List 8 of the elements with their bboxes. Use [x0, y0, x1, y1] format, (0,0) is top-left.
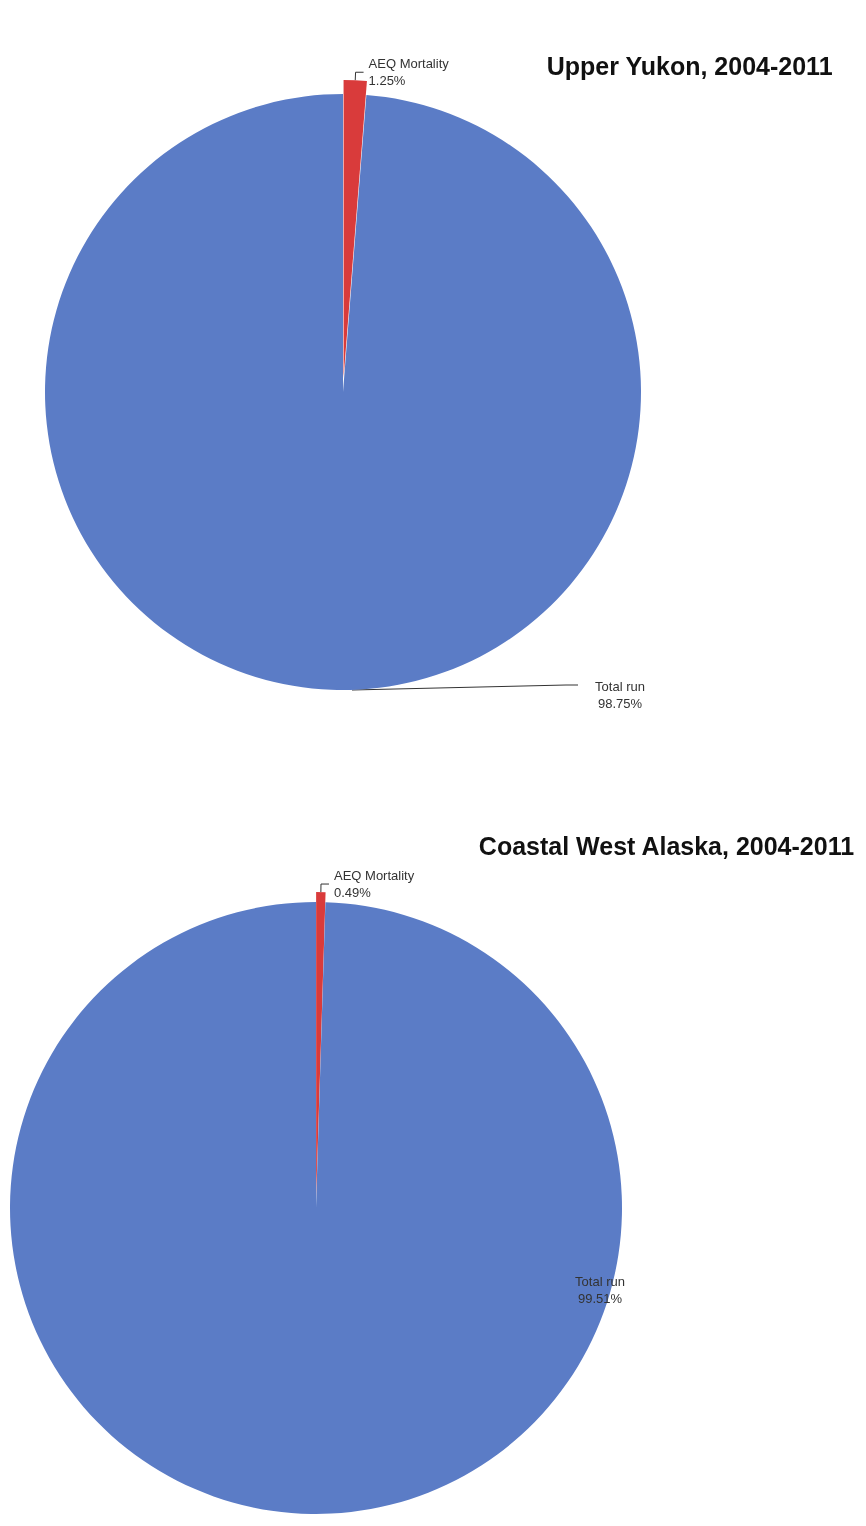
data-label: 98.75%	[597, 696, 643, 711]
data-label: 0.49%	[333, 885, 372, 901]
slice-label: AEQ Mortality	[368, 56, 450, 72]
data-label: 1.25%	[368, 73, 406, 89]
chart-title: Upper Yukon, 2004-2011	[546, 51, 833, 80]
chart-title: Coastal West Alaska, 2004-2011	[478, 831, 855, 860]
slice-label: AEQ Mortality	[333, 868, 415, 884]
slice-label: Total run	[595, 679, 645, 694]
